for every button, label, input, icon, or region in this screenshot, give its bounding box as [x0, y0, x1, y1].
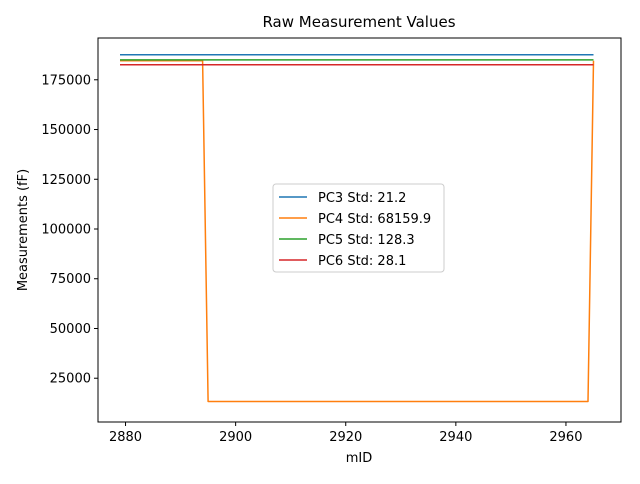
- legend-label-2: PC4 Std: 68159.9: [318, 212, 431, 227]
- y-tick-label: 175000: [41, 73, 91, 88]
- y-axis-label: Measurements (fF): [16, 169, 31, 291]
- series-layer: [120, 53, 595, 403]
- x-tick-label: 2900: [219, 430, 252, 445]
- x-tick-label: 2960: [549, 430, 582, 445]
- y-tick-label: 25000: [50, 372, 91, 387]
- x-tick-label: 2940: [439, 430, 472, 445]
- legend-label-4: PC6 Std: 28.1: [318, 254, 406, 269]
- y-tick-label: 100000: [41, 223, 91, 238]
- series-line-2: [120, 59, 595, 403]
- y-axis: 25000 50000 75000 100000 125000 150000 175000: [41, 73, 98, 387]
- legend-label-1: PC3 Std: 21.2: [318, 191, 406, 206]
- x-axis-label: mID: [346, 451, 373, 466]
- legend-box: [272, 183, 445, 273]
- legend: PC3 Std: 21.2 PC4 Std: 68159.9 PC5 Std: 12…: [272, 183, 445, 273]
- chart-title: Raw Measurement Values: [262, 13, 455, 31]
- y-tick-label: 50000: [50, 322, 91, 337]
- y-tick-label: 75000: [50, 272, 91, 287]
- x-tick-label: 2920: [329, 430, 362, 445]
- plot-frame: [97, 37, 622, 423]
- x-axis: 2880 2900 2920 2940 2960: [109, 422, 582, 445]
- x-tick-label: 2880: [109, 430, 142, 445]
- legend-label-3: PC5 Std: 128.3: [318, 233, 415, 248]
- y-tick-label: 125000: [41, 173, 91, 188]
- y-tick-label: 150000: [41, 123, 91, 138]
